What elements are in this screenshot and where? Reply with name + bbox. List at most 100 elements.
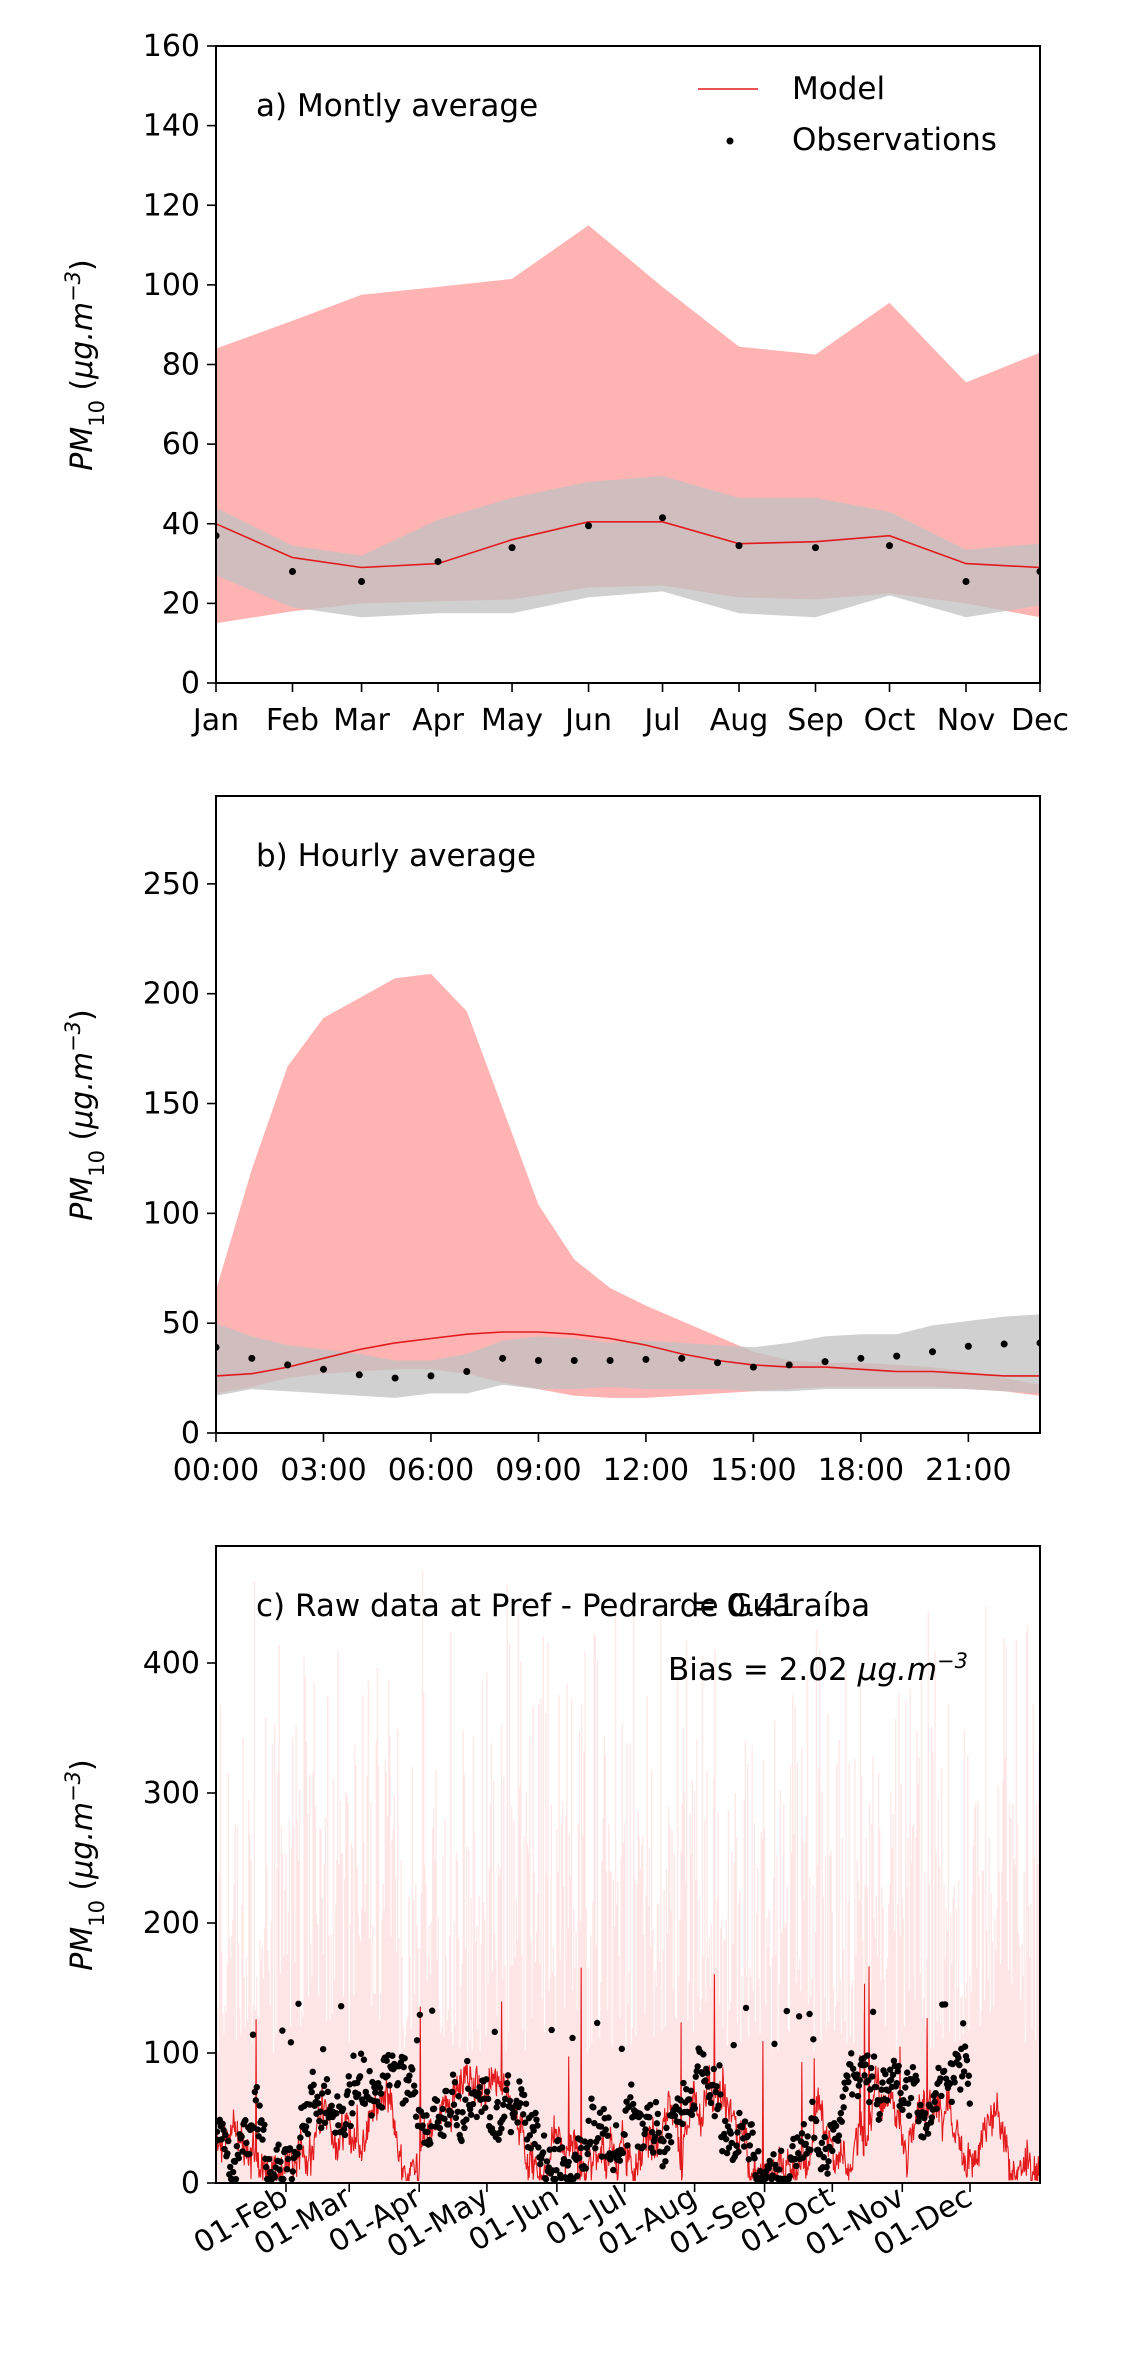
observation-point xyxy=(703,2069,711,2077)
observation-point xyxy=(835,2132,843,2139)
observation-point xyxy=(804,2133,811,2140)
observation-point xyxy=(318,2090,326,2097)
observation-point xyxy=(733,2142,740,2149)
observation-point xyxy=(434,2118,442,2126)
observation-point xyxy=(951,2079,958,2086)
observation-point xyxy=(825,2158,832,2165)
observation-point xyxy=(357,2050,365,2057)
observation-point xyxy=(811,544,819,552)
observation-point xyxy=(508,544,516,552)
panel-b-y-axis: 0 50 100 150 200 250 xyxy=(143,867,216,1451)
observation-point xyxy=(397,2059,405,2066)
observation-point xyxy=(402,2097,409,2104)
observation-point xyxy=(928,2114,936,2121)
observation-point xyxy=(235,2154,242,2162)
observation-point xyxy=(893,1352,901,1360)
observation-point xyxy=(922,2110,929,2117)
observation-point xyxy=(428,2007,436,2014)
observation-point xyxy=(612,2122,620,2129)
observation-point xyxy=(377,2090,385,2097)
panel-c-ytick-label: 200 xyxy=(143,1906,200,1941)
panel-a-ytick-label: 40 xyxy=(162,507,200,542)
observation-point xyxy=(467,2111,475,2118)
observation-point xyxy=(310,2081,317,2089)
panel-a-xtick-label: Nov xyxy=(937,703,996,738)
observation-point xyxy=(409,2066,416,2073)
observation-point xyxy=(866,2098,873,2106)
observation-point xyxy=(252,2097,260,2104)
panel-c-ytick-label: 0 xyxy=(181,2166,200,2201)
observation-point xyxy=(279,2027,286,2034)
observation-point xyxy=(924,2130,932,2137)
panel-a-ytick-label: 80 xyxy=(162,348,200,383)
observation-point xyxy=(741,2118,749,2125)
panel-a-xtick-label: Aug xyxy=(710,703,769,738)
observation-point xyxy=(812,2117,820,2125)
observation-point xyxy=(560,2155,568,2163)
observation-point xyxy=(452,2114,460,2122)
observation-point xyxy=(305,2117,313,2124)
observation-point xyxy=(678,1354,686,1362)
panel-b-xtick-label: 00:00 xyxy=(173,1453,259,1488)
observation-point xyxy=(401,2055,408,2062)
observation-point xyxy=(627,2094,634,2101)
observation-point xyxy=(430,2105,438,2112)
observation-point xyxy=(216,2128,221,2135)
observation-point xyxy=(659,514,667,522)
observation-point xyxy=(702,2077,709,2084)
observation-point xyxy=(273,2146,280,2153)
observation-point xyxy=(893,2080,900,2087)
observation-point xyxy=(314,2093,321,2100)
observation-point xyxy=(482,2104,489,2111)
observation-point xyxy=(842,2085,849,2093)
observation-point xyxy=(818,2139,826,2147)
panel-a-ytick-label: 0 xyxy=(181,666,200,701)
observation-point xyxy=(887,2076,895,2084)
observation-point xyxy=(259,2136,266,2143)
observation-point xyxy=(245,2150,253,2158)
observation-point xyxy=(341,2131,349,2139)
observation-point xyxy=(886,542,894,550)
observation-point xyxy=(453,2122,461,2129)
observation-point xyxy=(948,2098,955,2106)
observation-point xyxy=(260,2126,267,2133)
observation-point xyxy=(651,2133,659,2141)
observation-point xyxy=(864,2052,871,2059)
observation-point xyxy=(548,2026,555,2034)
observation-point xyxy=(961,2043,969,2050)
observation-point xyxy=(416,2011,424,2018)
observation-point xyxy=(553,2166,560,2174)
observation-point xyxy=(872,2083,880,2091)
panel-a-xtick-label: Mar xyxy=(333,703,390,738)
observation-point xyxy=(876,2111,883,2118)
observation-point xyxy=(667,2138,675,2146)
observation-point xyxy=(289,2168,297,2175)
observation-point xyxy=(677,2097,684,2104)
observation-point xyxy=(610,2166,617,2174)
observation-point xyxy=(941,2001,949,2008)
observation-point xyxy=(574,2172,581,2180)
panel-b-xtick-label: 15:00 xyxy=(710,1453,796,1488)
observation-point xyxy=(463,2116,470,2123)
panel-c-y-axis: 0 100 200 300 400 xyxy=(143,1646,216,2201)
observation-point xyxy=(713,2083,720,2090)
observation-point xyxy=(304,2130,312,2138)
panel-b-frame xyxy=(215,795,1041,1434)
observation-point xyxy=(740,2143,748,2150)
observation-point xyxy=(602,2126,609,2133)
observation-point xyxy=(361,2100,369,2107)
observation-point xyxy=(537,2160,544,2168)
observation-point xyxy=(867,2064,875,2072)
observation-point xyxy=(659,2163,666,2170)
observation-point xyxy=(839,2093,846,2100)
observation-point xyxy=(591,2119,598,2127)
observation-point xyxy=(484,2095,492,2103)
observation-point xyxy=(434,558,442,566)
observation-point xyxy=(520,2091,528,2099)
observation-point xyxy=(570,1357,578,1365)
observation-point xyxy=(742,2004,750,2012)
observation-point xyxy=(618,2045,626,2053)
observation-point xyxy=(511,2109,518,2116)
panel-a-label: a) Montly average xyxy=(256,88,538,124)
